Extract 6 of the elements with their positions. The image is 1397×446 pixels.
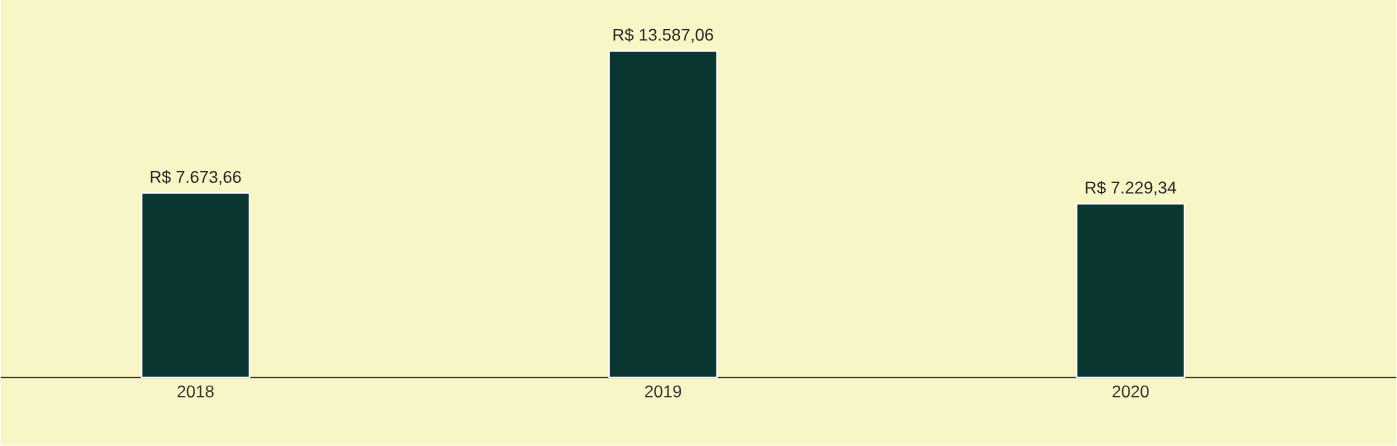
x-tick-label: 2020	[1112, 385, 1149, 398]
data-label: R$ 7.673,66	[150, 170, 241, 186]
x-tick-label: 2019	[645, 385, 682, 398]
data-label: R$ 13.587,06	[613, 28, 714, 43]
x-tick-label: 2018	[177, 385, 214, 398]
data-label: R$ 7.229,34	[1085, 181, 1177, 196]
